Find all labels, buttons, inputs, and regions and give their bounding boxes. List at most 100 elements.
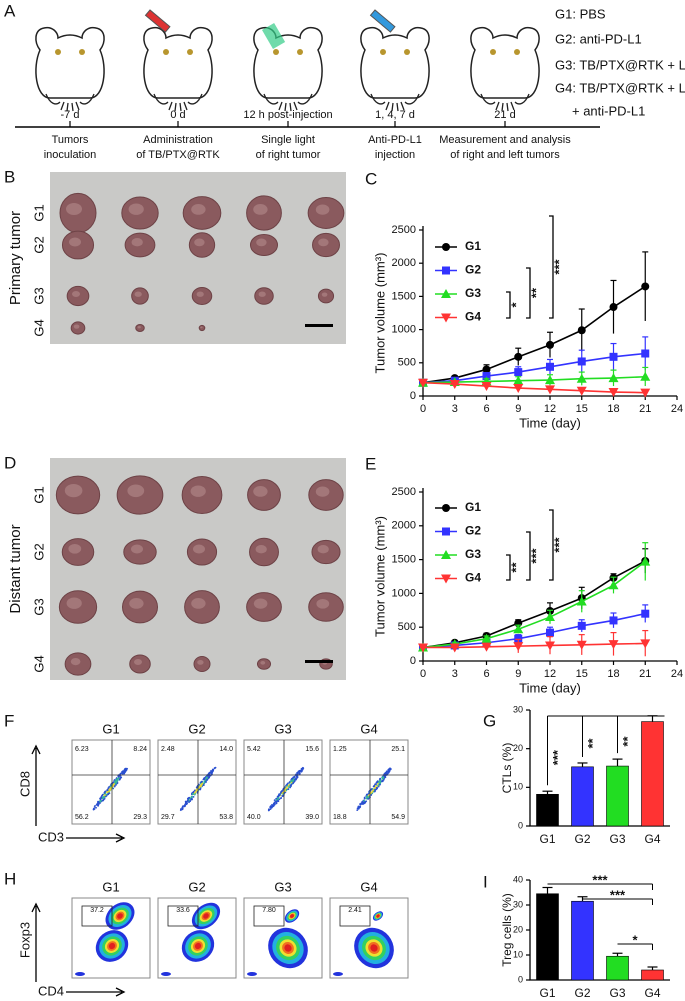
y-tick-label: 30 xyxy=(513,704,523,714)
y-axis-label: Foxp3 xyxy=(17,922,32,958)
marker xyxy=(449,380,460,390)
x-tick-label: 21 xyxy=(639,668,651,680)
panel-label: G xyxy=(483,711,496,730)
plot-title: G3 xyxy=(274,879,291,894)
event-dot xyxy=(212,768,215,771)
event-dot xyxy=(103,795,105,798)
event-dot xyxy=(273,799,276,802)
tumor-highlight xyxy=(200,326,203,329)
marker xyxy=(546,628,554,637)
tumor-highlight xyxy=(258,291,266,297)
event-dot xyxy=(108,788,111,791)
plot-title: G2 xyxy=(188,879,205,894)
tumor-highlight xyxy=(318,238,329,247)
event-dot xyxy=(102,799,104,802)
marker xyxy=(482,638,491,647)
gate-value: 7.80 xyxy=(262,907,276,914)
event-dot xyxy=(208,776,211,779)
series-line xyxy=(423,642,646,649)
event-dot xyxy=(101,793,104,796)
y-tick-label: 10 xyxy=(513,949,523,959)
event-dot xyxy=(198,783,200,786)
event-dot xyxy=(381,776,384,779)
gate xyxy=(167,905,199,927)
event-dot xyxy=(387,771,390,773)
event-dot xyxy=(275,798,278,801)
event-dot xyxy=(181,808,183,810)
event-dot xyxy=(388,769,391,772)
y-tick-label: 30 xyxy=(513,899,523,909)
event-dot xyxy=(374,790,376,792)
event-dot xyxy=(358,805,360,808)
event-dot xyxy=(370,794,373,796)
x-tick-label: 6 xyxy=(483,403,489,415)
tumor-highlight xyxy=(197,660,204,665)
legend-entry: G1 xyxy=(465,239,481,253)
step-caption: Administration xyxy=(143,134,213,146)
tumor-highlight xyxy=(317,545,329,554)
y-axis-label: CD8 xyxy=(17,771,32,797)
event-dot xyxy=(375,786,378,789)
event-dot xyxy=(286,787,288,789)
event-dot xyxy=(195,789,198,792)
event-dot xyxy=(107,793,109,796)
tumor-highlight xyxy=(129,598,144,609)
quadrant-value: 40.0 xyxy=(247,814,261,821)
panel-label: H xyxy=(4,869,16,888)
density-contour xyxy=(108,942,116,950)
event-dot xyxy=(386,770,388,773)
step-caption: Anti-PD-L1 xyxy=(368,134,422,146)
event-dot xyxy=(203,777,206,780)
event-dot xyxy=(363,797,366,800)
legend-marker xyxy=(441,550,451,559)
y-tick-label: 0 xyxy=(410,390,416,402)
syringe xyxy=(369,9,396,33)
event-dot xyxy=(210,769,212,772)
significance-label: *** xyxy=(610,887,626,902)
axis-arrow xyxy=(31,744,41,826)
event-dot xyxy=(125,768,128,771)
marker xyxy=(608,580,619,590)
tumor-highlight xyxy=(72,291,80,297)
marker xyxy=(514,352,523,361)
y-axis-label: CTLs (%) xyxy=(500,743,514,794)
density-contour xyxy=(333,972,343,976)
event-dot xyxy=(107,787,110,789)
marker xyxy=(641,609,650,618)
event-dot xyxy=(363,799,366,802)
legend-entry: G4: TB/PTX@RTK + L xyxy=(555,80,685,95)
scale-bar xyxy=(305,324,333,327)
event-dot xyxy=(284,790,287,793)
event-dot xyxy=(367,796,370,799)
event-dot xyxy=(208,771,211,774)
significance-bracket xyxy=(526,267,531,319)
step-caption: Measurement and analysis xyxy=(439,134,571,146)
significance-label: ** xyxy=(585,737,600,748)
plot-title: G1 xyxy=(102,879,119,894)
event-dot xyxy=(122,771,125,773)
event-dot xyxy=(123,769,126,772)
significance-bracket xyxy=(549,215,554,319)
event-dot xyxy=(275,802,278,805)
x-tick-label: 24 xyxy=(671,403,683,415)
event-dot xyxy=(370,788,373,791)
event-dot xyxy=(112,783,115,786)
event-dot xyxy=(389,767,391,770)
marker xyxy=(577,621,586,630)
gate-value: 2.41 xyxy=(348,907,362,914)
tumor-highlight xyxy=(255,545,267,554)
plot-title: G2 xyxy=(188,721,205,736)
event-dot xyxy=(293,780,296,783)
quadrant-value: 1.25 xyxy=(333,746,347,753)
y-tick-label: 40 xyxy=(513,874,523,884)
event-dot xyxy=(190,798,193,800)
event-dot xyxy=(200,783,203,786)
x-tick-label: G4 xyxy=(644,986,660,1000)
event-dot xyxy=(301,768,304,771)
marker xyxy=(449,643,460,653)
quadrant-value: 39.0 xyxy=(305,814,319,821)
quadrant-value: 15.6 xyxy=(305,746,319,753)
marker xyxy=(576,596,587,606)
marker xyxy=(641,282,650,291)
tumor-highlight xyxy=(128,203,144,215)
